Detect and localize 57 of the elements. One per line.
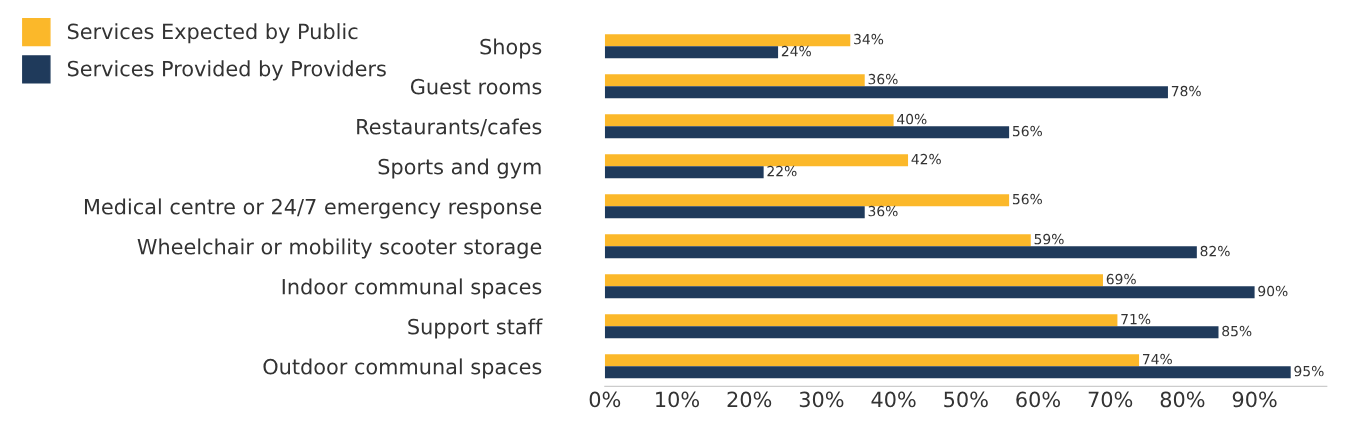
data-label: 42% (911, 153, 941, 165)
data-label: 24% (781, 45, 811, 57)
bar (604, 34, 851, 47)
data-label: 95% (1294, 365, 1324, 377)
bar (604, 114, 894, 127)
data-label: 36% (868, 205, 898, 217)
bar (604, 326, 1219, 339)
data-label: 36% (868, 73, 898, 85)
data-label: 74% (1142, 353, 1172, 365)
legend-label: Services Provided by Providers (67, 60, 386, 81)
y-tick-label: Sports and gym (378, 158, 541, 179)
x-tick-label: 80% (1160, 391, 1205, 408)
bar (604, 74, 865, 87)
data-label: 22% (767, 165, 797, 177)
x-tick-label: 90% (1232, 391, 1277, 408)
bar (604, 274, 1103, 287)
y-tick-label: Restaurants/cafes (357, 118, 542, 137)
bar (604, 366, 1291, 379)
legend-label: Services Expected by Public (67, 23, 358, 44)
bar (604, 246, 1197, 259)
data-label: 71% (1121, 313, 1151, 325)
bar (604, 206, 865, 219)
data-label: 82% (1200, 245, 1230, 257)
bar (604, 194, 1010, 207)
x-tick-label: 60% (1016, 391, 1060, 408)
data-label: 56% (1012, 125, 1042, 137)
data-label: 90% (1258, 285, 1288, 297)
x-tick-label: 50% (944, 391, 988, 408)
data-label: 78% (1171, 85, 1201, 97)
data-label: 69% (1106, 273, 1136, 285)
data-label: 59% (1034, 233, 1064, 245)
x-tick-label: 40% (871, 391, 916, 408)
x-tick-label: 30% (799, 391, 844, 408)
bar (604, 314, 1118, 327)
bar (604, 46, 779, 59)
x-tick-label: 20% (727, 391, 772, 408)
bar (604, 234, 1031, 247)
bar (604, 154, 909, 167)
x-tick-label: 70% (1088, 391, 1133, 408)
y-tick-label: Medical centre or 24/7 emergency response (84, 198, 542, 219)
data-label: 56% (1012, 193, 1042, 205)
y-tick-label: Support staff (408, 318, 543, 339)
x-tick-label: 0% (589, 391, 621, 408)
bar (604, 126, 1010, 139)
data-label: 34% (854, 33, 884, 45)
y-tick-label: Wheelchair or mobility scooter storage (137, 238, 542, 259)
data-label: 85% (1222, 325, 1252, 337)
y-tick-label: Indoor communal spaces (282, 278, 542, 299)
data-label: 40% (897, 113, 927, 125)
y-tick-label: Shops (480, 38, 542, 59)
y-tick-label: Guest rooms (410, 78, 542, 95)
bar (604, 86, 1168, 99)
bar (604, 286, 1255, 299)
bar (604, 166, 764, 179)
bar (604, 354, 1140, 367)
x-tick-label: 10% (656, 391, 699, 408)
y-tick-label: Outdoor communal spaces (263, 358, 542, 379)
